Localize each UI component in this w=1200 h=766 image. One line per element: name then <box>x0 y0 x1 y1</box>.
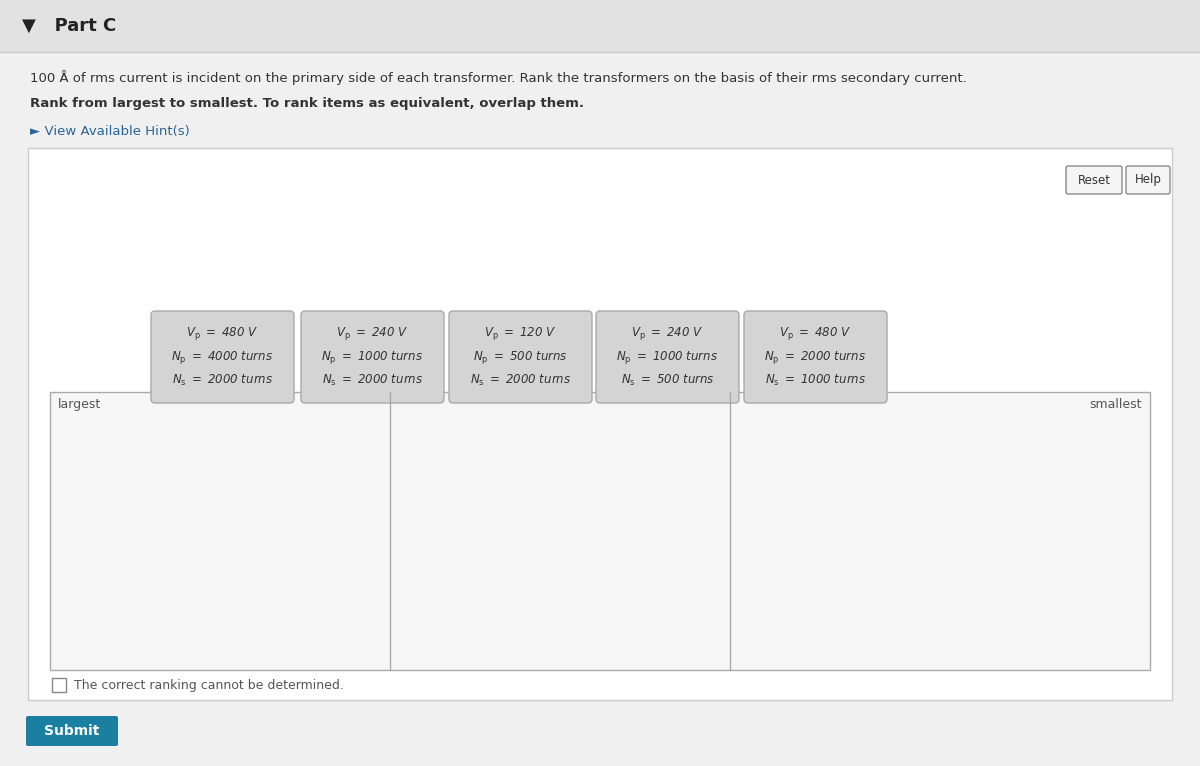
FancyBboxPatch shape <box>1126 166 1170 194</box>
Text: smallest: smallest <box>1090 398 1142 411</box>
Bar <box>50 392 1150 670</box>
Text: $N_\mathrm{p}$ $=$ 2000 turns: $N_\mathrm{p}$ $=$ 2000 turns <box>764 349 866 365</box>
Bar <box>28 148 1172 700</box>
Text: $V_\mathrm{p}$ $=$ 240 V: $V_\mathrm{p}$ $=$ 240 V <box>631 325 703 342</box>
Text: $V_\mathrm{p}$ $=$ 480 V: $V_\mathrm{p}$ $=$ 480 V <box>779 325 852 342</box>
Bar <box>0 0 1200 52</box>
FancyBboxPatch shape <box>26 716 118 746</box>
Text: $N_\mathrm{s}$ $=$ 2000 turns: $N_\mathrm{s}$ $=$ 2000 turns <box>322 373 424 388</box>
Text: ► View Available Hint(s): ► View Available Hint(s) <box>30 126 190 139</box>
FancyBboxPatch shape <box>1066 166 1122 194</box>
Text: $N_\mathrm{p}$ $=$ 1000 turns: $N_\mathrm{p}$ $=$ 1000 turns <box>617 349 719 365</box>
FancyBboxPatch shape <box>301 311 444 403</box>
Bar <box>52 678 66 692</box>
Text: $N_\mathrm{p}$ $=$ 1000 turns: $N_\mathrm{p}$ $=$ 1000 turns <box>322 349 424 365</box>
Text: Submit: Submit <box>44 724 100 738</box>
Text: $N_\mathrm{s}$ $=$ 500 turns: $N_\mathrm{s}$ $=$ 500 turns <box>620 373 714 388</box>
Text: The correct ranking cannot be determined.: The correct ranking cannot be determined… <box>74 679 344 692</box>
Text: Rank from largest to smallest. To rank items as equivalent, overlap them.: Rank from largest to smallest. To rank i… <box>30 97 584 110</box>
Text: $N_\mathrm{s}$ $=$ 1000 turns: $N_\mathrm{s}$ $=$ 1000 turns <box>764 373 866 388</box>
FancyBboxPatch shape <box>151 311 294 403</box>
Text: ▼   Part C: ▼ Part C <box>22 17 116 35</box>
Text: Reset: Reset <box>1078 174 1110 186</box>
Text: $N_\mathrm{s}$ $=$ 2000 turns: $N_\mathrm{s}$ $=$ 2000 turns <box>470 373 571 388</box>
FancyBboxPatch shape <box>744 311 887 403</box>
Text: $V_\mathrm{p}$ $=$ 480 V: $V_\mathrm{p}$ $=$ 480 V <box>186 325 259 342</box>
Text: $V_\mathrm{p}$ $=$ 240 V: $V_\mathrm{p}$ $=$ 240 V <box>336 325 409 342</box>
Text: 100 Å of rms current is incident on the primary side of each transformer. Rank t: 100 Å of rms current is incident on the … <box>30 70 967 86</box>
Text: Help: Help <box>1134 174 1162 186</box>
Text: largest: largest <box>58 398 101 411</box>
Text: $V_\mathrm{p}$ $=$ 120 V: $V_\mathrm{p}$ $=$ 120 V <box>485 325 557 342</box>
FancyBboxPatch shape <box>449 311 592 403</box>
Text: $N_\mathrm{p}$ $=$ 500 turns: $N_\mathrm{p}$ $=$ 500 turns <box>473 349 568 365</box>
Text: $N_\mathrm{p}$ $=$ 4000 turns: $N_\mathrm{p}$ $=$ 4000 turns <box>172 349 274 365</box>
Text: $N_\mathrm{s}$ $=$ 2000 turns: $N_\mathrm{s}$ $=$ 2000 turns <box>172 373 274 388</box>
FancyBboxPatch shape <box>596 311 739 403</box>
